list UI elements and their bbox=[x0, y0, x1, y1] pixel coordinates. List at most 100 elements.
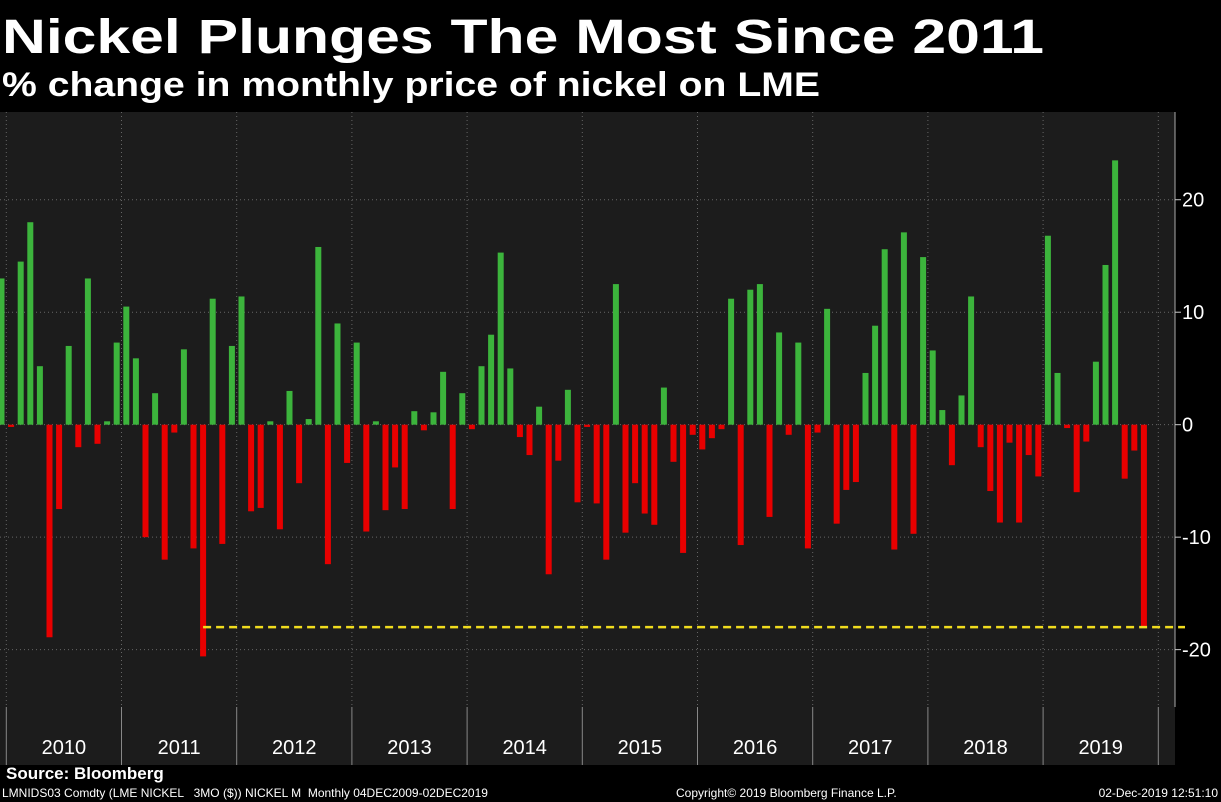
bar bbox=[612, 284, 619, 425]
bar bbox=[641, 424, 648, 514]
bar bbox=[334, 323, 341, 425]
bar bbox=[1112, 160, 1119, 425]
bar bbox=[910, 424, 917, 534]
x-tick-label: 2014 bbox=[502, 737, 547, 759]
bar bbox=[344, 424, 351, 463]
bar bbox=[843, 424, 850, 490]
x-tick-label: 2013 bbox=[387, 737, 432, 759]
bar bbox=[104, 421, 111, 425]
bar bbox=[1140, 424, 1147, 628]
bar bbox=[939, 410, 946, 425]
bar bbox=[852, 424, 859, 483]
bar bbox=[8, 424, 15, 427]
bar bbox=[132, 358, 139, 425]
bar bbox=[36, 366, 43, 425]
bar bbox=[900, 232, 907, 425]
bar bbox=[113, 342, 120, 425]
bar bbox=[315, 246, 322, 425]
bar bbox=[968, 296, 975, 425]
x-tick-label: 2012 bbox=[272, 737, 317, 759]
bar bbox=[56, 424, 63, 510]
bar bbox=[171, 424, 178, 433]
bar bbox=[747, 289, 754, 425]
bar bbox=[737, 424, 744, 546]
bar bbox=[411, 411, 418, 425]
bar bbox=[488, 334, 495, 425]
source: Source: Bloomberg bbox=[6, 764, 164, 783]
x-tick-label: 2015 bbox=[618, 737, 663, 759]
bar bbox=[353, 342, 360, 425]
bar bbox=[17, 261, 24, 425]
bar bbox=[296, 424, 303, 484]
bar bbox=[392, 424, 399, 468]
bar bbox=[785, 424, 792, 435]
bar bbox=[574, 424, 581, 503]
bar bbox=[708, 424, 715, 439]
bar bbox=[1083, 424, 1090, 442]
bar bbox=[27, 222, 34, 425]
bar bbox=[891, 424, 898, 550]
bar bbox=[795, 342, 802, 425]
bar bbox=[1054, 372, 1061, 425]
bar bbox=[1006, 424, 1013, 443]
bar bbox=[1121, 424, 1128, 479]
bar bbox=[1073, 424, 1080, 493]
bar bbox=[728, 298, 735, 425]
bar bbox=[948, 424, 955, 466]
y-tick-label: 20 bbox=[1182, 190, 1204, 212]
bar bbox=[766, 424, 773, 517]
bar bbox=[507, 368, 514, 425]
bar bbox=[219, 424, 226, 544]
bar bbox=[440, 371, 447, 425]
bar bbox=[238, 296, 245, 425]
bar bbox=[1064, 424, 1071, 429]
x-tick-label: 2017 bbox=[848, 737, 893, 759]
bar bbox=[65, 345, 72, 425]
bar bbox=[1016, 424, 1023, 523]
bar bbox=[257, 424, 264, 508]
bar bbox=[382, 424, 389, 511]
bar bbox=[161, 424, 168, 560]
bar bbox=[497, 252, 504, 425]
bar bbox=[977, 424, 984, 448]
x-tick-label: 2018 bbox=[963, 737, 1008, 759]
bar bbox=[200, 424, 207, 657]
bar bbox=[603, 424, 610, 560]
x-axis-area bbox=[0, 707, 1175, 765]
bar bbox=[372, 421, 379, 425]
bar bbox=[536, 406, 543, 425]
x-tick-label: 2019 bbox=[1078, 737, 1123, 759]
bar bbox=[1102, 264, 1109, 425]
x-tick-label: 2016 bbox=[733, 737, 778, 759]
bar bbox=[545, 424, 552, 575]
bar bbox=[0, 278, 5, 425]
bar bbox=[430, 412, 437, 425]
bar bbox=[881, 249, 888, 425]
bar bbox=[872, 325, 879, 425]
bar bbox=[180, 349, 187, 425]
bar bbox=[670, 424, 677, 462]
bar bbox=[84, 278, 91, 425]
bar bbox=[248, 424, 255, 512]
bar bbox=[267, 421, 274, 425]
bar bbox=[401, 424, 408, 510]
copyright: Copyright© 2019 Bloomberg Finance L.P. bbox=[676, 786, 897, 800]
bar bbox=[459, 393, 466, 425]
bar bbox=[920, 257, 927, 425]
bar bbox=[305, 419, 312, 425]
bar bbox=[363, 424, 370, 532]
bar bbox=[228, 345, 235, 425]
bar bbox=[564, 389, 571, 425]
y-tick-label: 0 bbox=[1182, 415, 1193, 437]
bar bbox=[776, 332, 783, 425]
bar bbox=[46, 424, 53, 638]
bar bbox=[1092, 361, 1099, 425]
bar bbox=[862, 372, 869, 425]
ticker: LMNIDS03 Comdty (LME NICKEL 3MO ($)) NIC… bbox=[2, 786, 488, 800]
x-tick-label: 2011 bbox=[158, 737, 201, 759]
bar bbox=[449, 424, 456, 510]
bar bbox=[929, 350, 936, 425]
bar bbox=[833, 424, 840, 524]
bar bbox=[660, 387, 667, 425]
